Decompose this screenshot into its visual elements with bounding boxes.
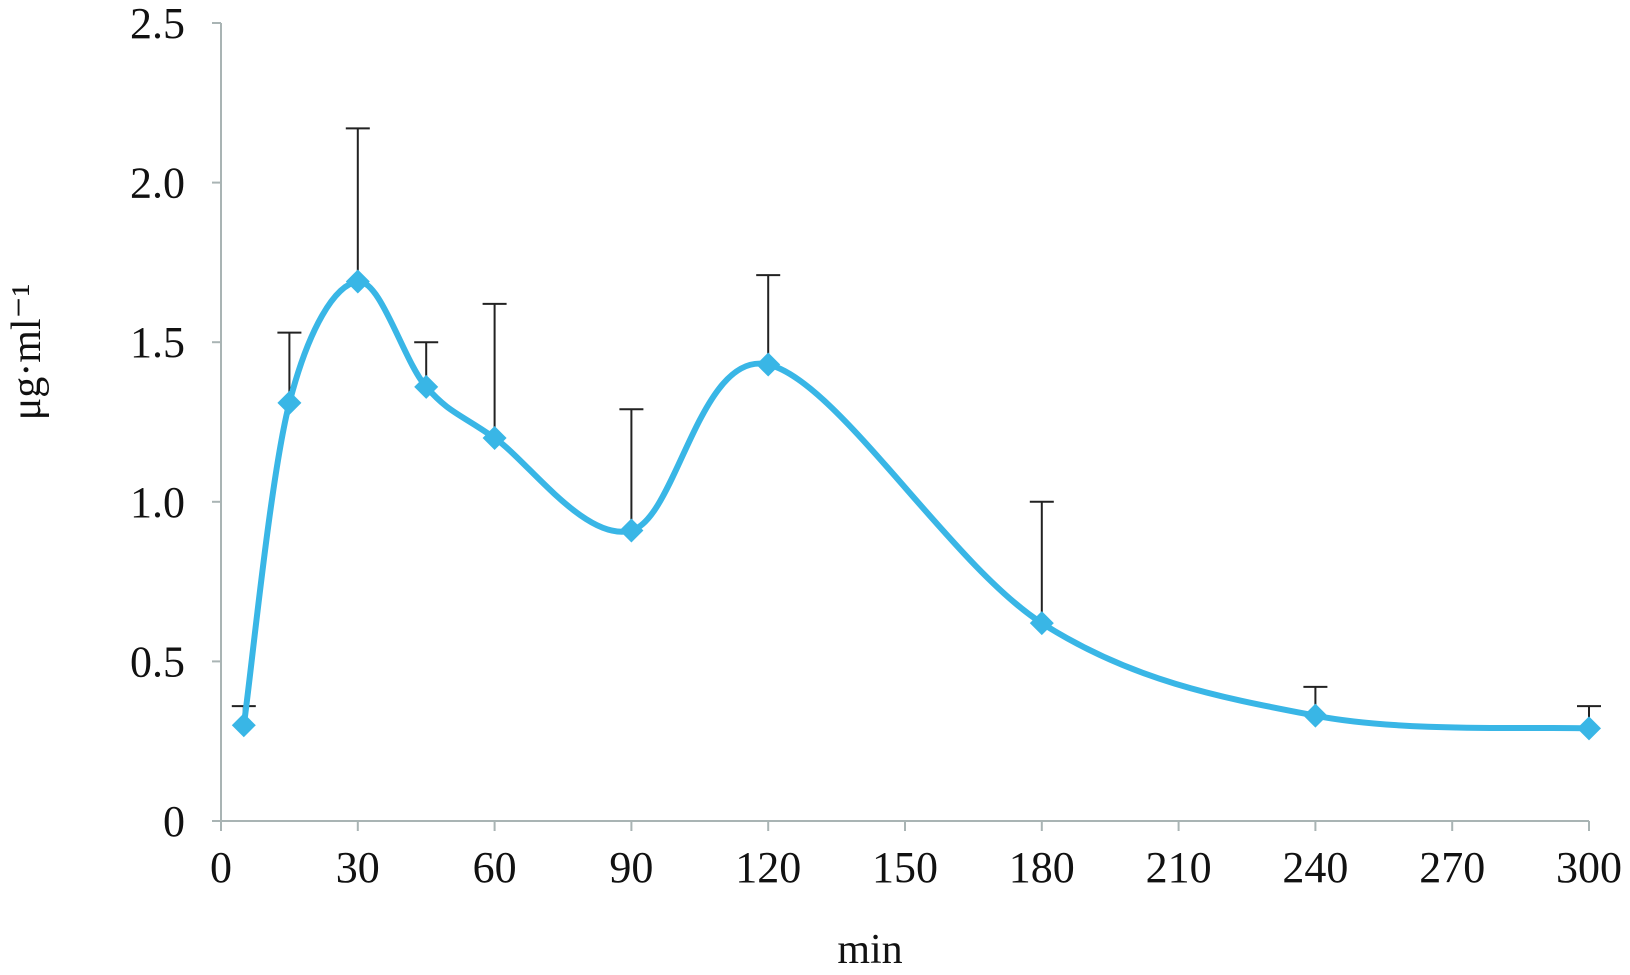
data-point bbox=[756, 352, 781, 377]
x-tick-label: 210 bbox=[1146, 843, 1212, 892]
data-point bbox=[619, 518, 644, 543]
data-point bbox=[345, 269, 370, 294]
y-tick-label: 0.5 bbox=[130, 637, 185, 686]
y-tick-label: 1.5 bbox=[130, 318, 185, 367]
x-tick-label: 300 bbox=[1556, 843, 1622, 892]
x-tick-label: 180 bbox=[1009, 843, 1075, 892]
data-point bbox=[277, 390, 302, 415]
x-tick-label: 90 bbox=[609, 843, 653, 892]
x-tick-label: 270 bbox=[1419, 843, 1485, 892]
data-point bbox=[1303, 703, 1328, 728]
y-axis-title: μg·ml⁻¹ bbox=[4, 284, 50, 421]
y-tick-label: 2.0 bbox=[130, 159, 185, 208]
error-bars bbox=[231, 127, 1601, 729]
x-tick-label: 30 bbox=[336, 843, 380, 892]
x-tick-label: 0 bbox=[210, 843, 232, 892]
x-tick-label: 240 bbox=[1282, 843, 1348, 892]
x-axis-title: min bbox=[837, 927, 902, 973]
data-point bbox=[482, 425, 507, 450]
series-line bbox=[240, 278, 1590, 732]
data-point bbox=[1577, 716, 1601, 741]
data-point bbox=[414, 374, 439, 399]
data-point bbox=[231, 713, 256, 738]
y-tick-label: 2.5 bbox=[130, 0, 185, 48]
axis-ticks: 0 0.5 1.0 1.5 2.0 2.5 0 30 60 90 120 150 180 210 240 27… bbox=[130, 0, 1622, 892]
data-point bbox=[1029, 611, 1054, 636]
axes bbox=[220, 23, 1589, 822]
x-tick-label: 120 bbox=[735, 843, 801, 892]
y-tick-label: 1.0 bbox=[130, 478, 185, 527]
data-markers bbox=[231, 269, 1601, 741]
y-tick-label: 0 bbox=[163, 797, 185, 846]
x-tick-label: 150 bbox=[872, 843, 938, 892]
x-tick-label: 60 bbox=[473, 843, 517, 892]
